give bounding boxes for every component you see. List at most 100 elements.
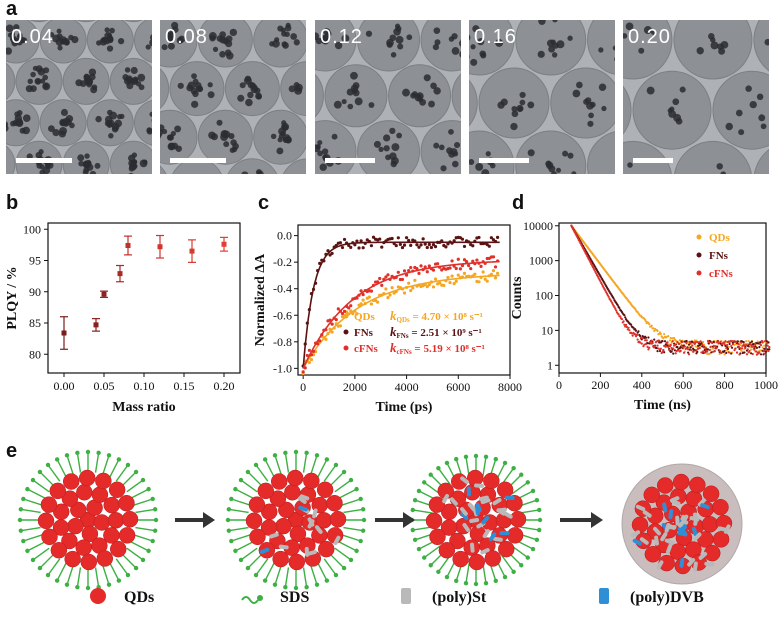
quantum-dot [562,150,569,157]
quantum-dot [567,152,574,159]
data-point [667,335,670,338]
data-point [768,346,771,349]
data-point [661,350,664,354]
plot-frame [297,224,511,376]
quantum-dot [230,139,237,146]
sds-head [444,574,450,580]
st-segment [307,517,315,527]
data-point [600,283,604,286]
data-point [763,344,766,347]
quantum-dot [175,145,182,152]
data-point [692,348,696,351]
data-point [701,343,704,346]
data-point [591,264,594,267]
quantum-dot [77,154,85,162]
quantum-dot [167,37,173,43]
y-tick-label: -0.4 [273,282,292,296]
data-point [733,343,736,346]
quantum-dot [527,149,535,157]
data-point [625,325,628,329]
sds-head [238,477,244,483]
data-point [427,242,431,247]
quantum-dot [90,86,98,94]
data-point [668,348,671,351]
quantum-dot [598,83,607,91]
data-point [367,295,371,299]
quantum-dot [448,128,454,135]
sds-chain [437,467,451,485]
data-point [390,236,394,241]
tem-mass-ratio-label: 0.20 [628,26,671,48]
quantum-dot [212,46,219,52]
data-point [628,329,631,332]
data-point [444,245,448,249]
gray-cylinder-icon [401,588,411,604]
quantum-dot [551,170,557,174]
quantum-dot [323,28,331,36]
sds-head [21,538,26,544]
sds-head [428,563,433,568]
legend-series-name: QDs [709,232,731,244]
data-point [766,348,769,351]
quantum-dot [15,118,24,126]
data-point [452,282,456,286]
data-point [767,341,770,344]
data-point [726,340,730,344]
data-point [396,270,400,274]
quantum-dot [281,120,287,126]
data-point [762,349,765,353]
data-point [599,280,602,283]
quantum-dot [545,160,552,167]
x-tick-label: 400 [633,378,651,392]
data-point [624,325,627,328]
quantum-dot [517,106,523,112]
data-point [637,330,640,333]
panel-letter-c: c [258,192,270,214]
sds-chain [20,526,41,532]
data-point [620,317,624,321]
data-point [491,238,496,242]
quantum-dot [14,111,20,117]
sds-chain [47,558,61,576]
quantum-dot [627,162,633,168]
data-point [651,342,654,345]
data-point [330,330,334,334]
nanosphere [753,20,769,72]
tem-mass-ratio-label: 0.12 [320,26,363,48]
data-point [730,346,734,349]
nanosphere [451,73,461,119]
x-axis-title: Time (ps) [376,400,433,415]
data-point [731,343,734,346]
y-tick-label: 85 [29,316,41,330]
sds-head [18,507,24,512]
data-point [462,271,467,275]
data-point [761,346,764,349]
sds-head [358,496,363,502]
data-point [759,349,762,352]
data-point [695,349,698,352]
quantum-dot [550,39,556,45]
data-point [738,340,741,343]
data-point [727,351,730,354]
data-point [736,346,739,349]
data-point [679,341,682,345]
st-segment [704,561,715,567]
quantum-dot [78,469,96,487]
data-point [411,286,415,290]
nanosphere [623,85,632,135]
nanosphere [29,20,49,23]
quantum-dot [284,24,292,32]
quantum-dot [347,103,354,110]
data-point [438,281,442,285]
data-point [763,347,766,350]
quantum-dot [317,140,323,146]
data-point [369,302,374,306]
quantum-dot [519,99,526,106]
data-point [759,341,762,344]
data-point [750,345,754,348]
data-point [380,245,384,249]
data-point [766,344,769,347]
quantum-dot [317,150,323,157]
sds-head [54,457,60,462]
